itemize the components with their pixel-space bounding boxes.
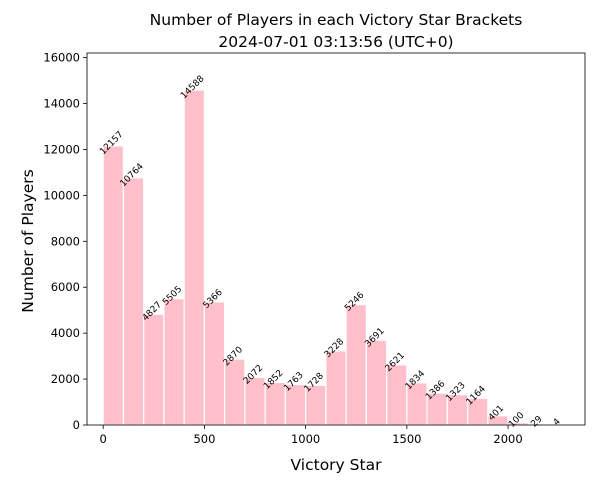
y-axis-label: Number of Players bbox=[19, 169, 37, 312]
plot-frame bbox=[86, 52, 586, 426]
bar-0 bbox=[102, 145, 125, 426]
bar-200 bbox=[143, 313, 165, 426]
y-tick-label-0: 0 bbox=[73, 418, 80, 432]
bars-group bbox=[102, 89, 570, 426]
y-tick-label-14000: 14000 bbox=[43, 97, 80, 111]
bar-1200 bbox=[345, 303, 367, 426]
bar-value-label-2000: 100 bbox=[507, 410, 526, 429]
x-tick-label-0: 0 bbox=[100, 432, 107, 446]
x-axis-ticks: 0 500 1000 1500 2000 bbox=[100, 425, 523, 446]
x-tick-label-1500: 1500 bbox=[392, 432, 421, 446]
bar-1300 bbox=[365, 339, 388, 426]
x-tick-label-2000: 2000 bbox=[493, 432, 522, 446]
chart-title-line2: 2024-07-01 03:13:56 (UTC+0) bbox=[218, 33, 453, 51]
y-tick-label-12000: 12000 bbox=[43, 142, 80, 156]
x-tick-label-1000: 1000 bbox=[291, 432, 320, 446]
bar-1100 bbox=[325, 350, 347, 426]
y-tick-label-2000: 2000 bbox=[51, 372, 80, 386]
y-axis-ticks: 0 2000 4000 6000 8000 10000 12000 14000 16000 bbox=[43, 51, 87, 432]
x-tick-label-500: 500 bbox=[193, 432, 215, 446]
y-tick-label-16000: 16000 bbox=[43, 51, 80, 65]
x-axis-label: Victory Star bbox=[291, 456, 383, 474]
y-tick-label-6000: 6000 bbox=[51, 280, 80, 294]
bar-value-label-2200: 4 bbox=[552, 417, 563, 428]
chart-title-line1: Number of Players in each Victory Star B… bbox=[150, 11, 523, 29]
y-tick-label-4000: 4000 bbox=[51, 326, 80, 340]
y-tick-label-8000: 8000 bbox=[51, 234, 80, 248]
y-tick-label-10000: 10000 bbox=[43, 188, 80, 202]
bar-300 bbox=[163, 297, 185, 426]
bar-500 bbox=[203, 301, 226, 426]
bar-600 bbox=[224, 358, 246, 426]
bar-value-label-2100: 29 bbox=[529, 414, 544, 429]
bar-100 bbox=[122, 177, 145, 426]
bar-400 bbox=[183, 89, 206, 426]
